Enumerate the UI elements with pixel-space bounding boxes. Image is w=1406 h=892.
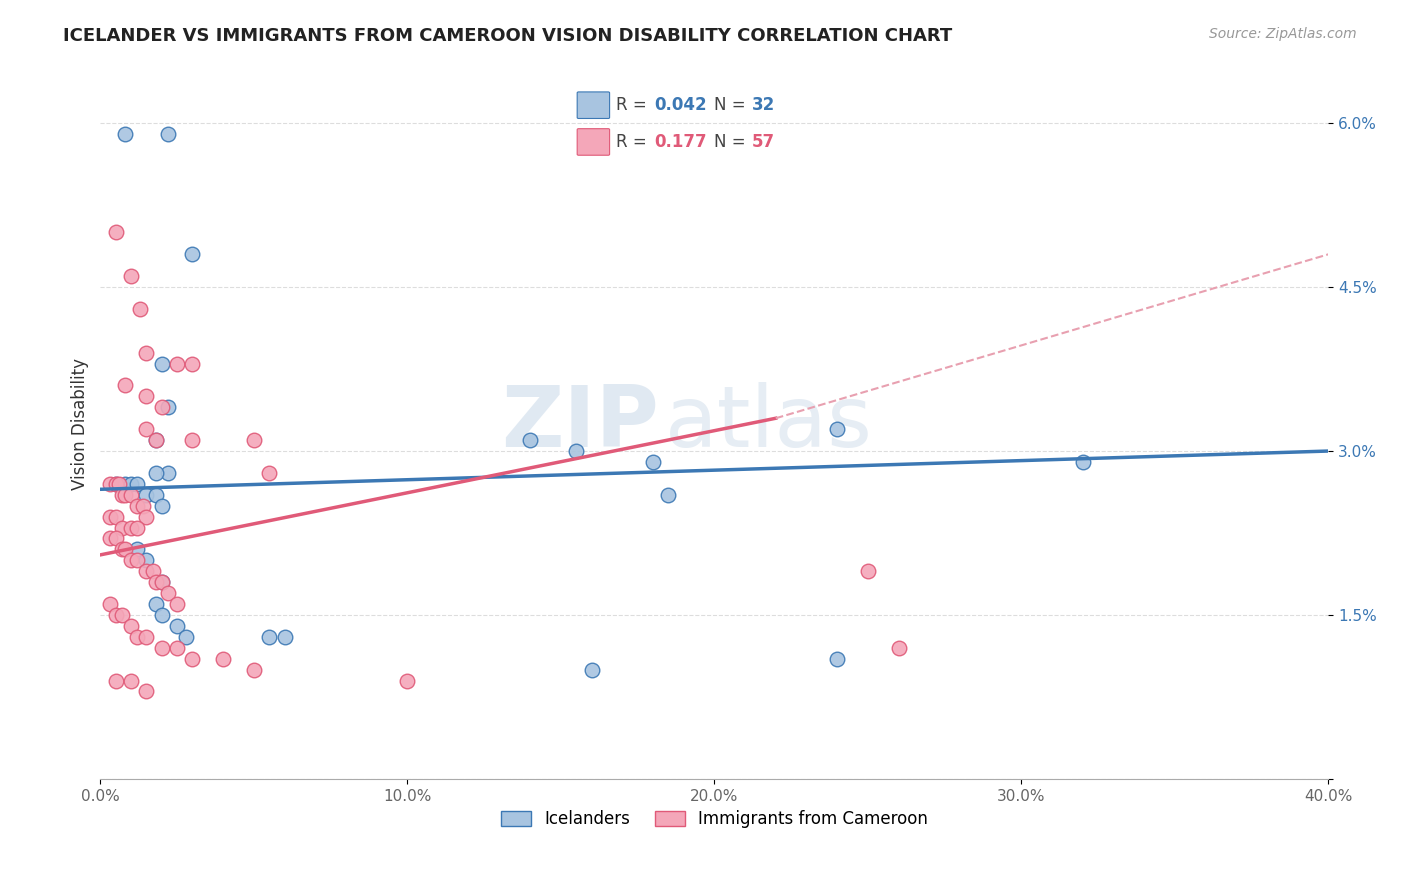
Point xyxy=(181,433,204,447)
Point xyxy=(135,389,157,403)
Point xyxy=(120,476,142,491)
Point xyxy=(150,401,173,415)
Point xyxy=(257,466,280,480)
Point xyxy=(581,663,603,677)
Point xyxy=(104,532,127,546)
Point xyxy=(145,433,167,447)
Point xyxy=(104,607,127,622)
Point xyxy=(181,357,204,371)
Point xyxy=(166,597,188,611)
Point xyxy=(104,673,127,688)
Point xyxy=(825,651,848,665)
Y-axis label: Vision Disability: Vision Disability xyxy=(72,358,89,490)
Point xyxy=(150,357,173,371)
Point xyxy=(150,640,173,655)
Text: Source: ZipAtlas.com: Source: ZipAtlas.com xyxy=(1209,27,1357,41)
Point xyxy=(135,488,157,502)
Point xyxy=(156,127,179,141)
Point xyxy=(127,520,149,534)
Point xyxy=(243,663,266,677)
Point xyxy=(273,630,295,644)
Point xyxy=(166,619,188,633)
Point xyxy=(135,630,157,644)
Point xyxy=(114,542,136,557)
Point xyxy=(257,630,280,644)
Point xyxy=(111,607,134,622)
Point xyxy=(127,499,149,513)
Point xyxy=(212,651,235,665)
Point xyxy=(150,575,173,590)
Point xyxy=(114,476,136,491)
Point xyxy=(181,247,204,261)
Point xyxy=(111,520,134,534)
Point xyxy=(98,509,121,524)
Point xyxy=(104,509,127,524)
Point xyxy=(145,575,167,590)
Point xyxy=(120,269,142,284)
Point xyxy=(104,226,127,240)
Text: atlas: atlas xyxy=(665,382,873,466)
Point xyxy=(120,553,142,567)
Point xyxy=(98,532,121,546)
Point xyxy=(396,673,419,688)
Point xyxy=(150,607,173,622)
Point xyxy=(145,466,167,480)
Point xyxy=(120,619,142,633)
Point xyxy=(565,444,588,458)
Point xyxy=(825,422,848,436)
Point xyxy=(145,433,167,447)
Point xyxy=(135,422,157,436)
Point xyxy=(120,488,142,502)
Point xyxy=(111,488,134,502)
Point xyxy=(127,542,149,557)
Point xyxy=(145,597,167,611)
Point xyxy=(156,586,179,600)
Point xyxy=(166,640,188,655)
Point xyxy=(104,476,127,491)
Point xyxy=(150,499,173,513)
Point xyxy=(135,553,157,567)
Point xyxy=(166,357,188,371)
Point xyxy=(135,509,157,524)
Point xyxy=(127,553,149,567)
Point xyxy=(135,564,157,578)
Point xyxy=(104,476,127,491)
Text: ICELANDER VS IMMIGRANTS FROM CAMEROON VISION DISABILITY CORRELATION CHART: ICELANDER VS IMMIGRANTS FROM CAMEROON VI… xyxy=(63,27,952,45)
Point xyxy=(145,488,167,502)
Point xyxy=(114,378,136,392)
Point xyxy=(150,575,173,590)
Point xyxy=(657,488,679,502)
Point xyxy=(135,684,157,698)
Point xyxy=(114,127,136,141)
Point xyxy=(98,476,121,491)
Text: ZIP: ZIP xyxy=(502,382,659,466)
Legend: Icelanders, Immigrants from Cameroon: Icelanders, Immigrants from Cameroon xyxy=(494,803,935,835)
Point xyxy=(132,499,155,513)
Point xyxy=(156,401,179,415)
Point xyxy=(111,542,134,557)
Point xyxy=(856,564,879,578)
Point xyxy=(114,488,136,502)
Point xyxy=(156,466,179,480)
Point xyxy=(127,476,149,491)
Point xyxy=(141,564,163,578)
Point xyxy=(887,640,910,655)
Point xyxy=(98,597,121,611)
Point xyxy=(243,433,266,447)
Point xyxy=(181,651,204,665)
Point xyxy=(641,455,664,469)
Point xyxy=(519,433,541,447)
Point xyxy=(120,520,142,534)
Point xyxy=(107,476,129,491)
Point xyxy=(129,301,152,316)
Point xyxy=(1071,455,1094,469)
Point xyxy=(176,630,198,644)
Point xyxy=(135,345,157,359)
Point xyxy=(120,673,142,688)
Point xyxy=(127,630,149,644)
